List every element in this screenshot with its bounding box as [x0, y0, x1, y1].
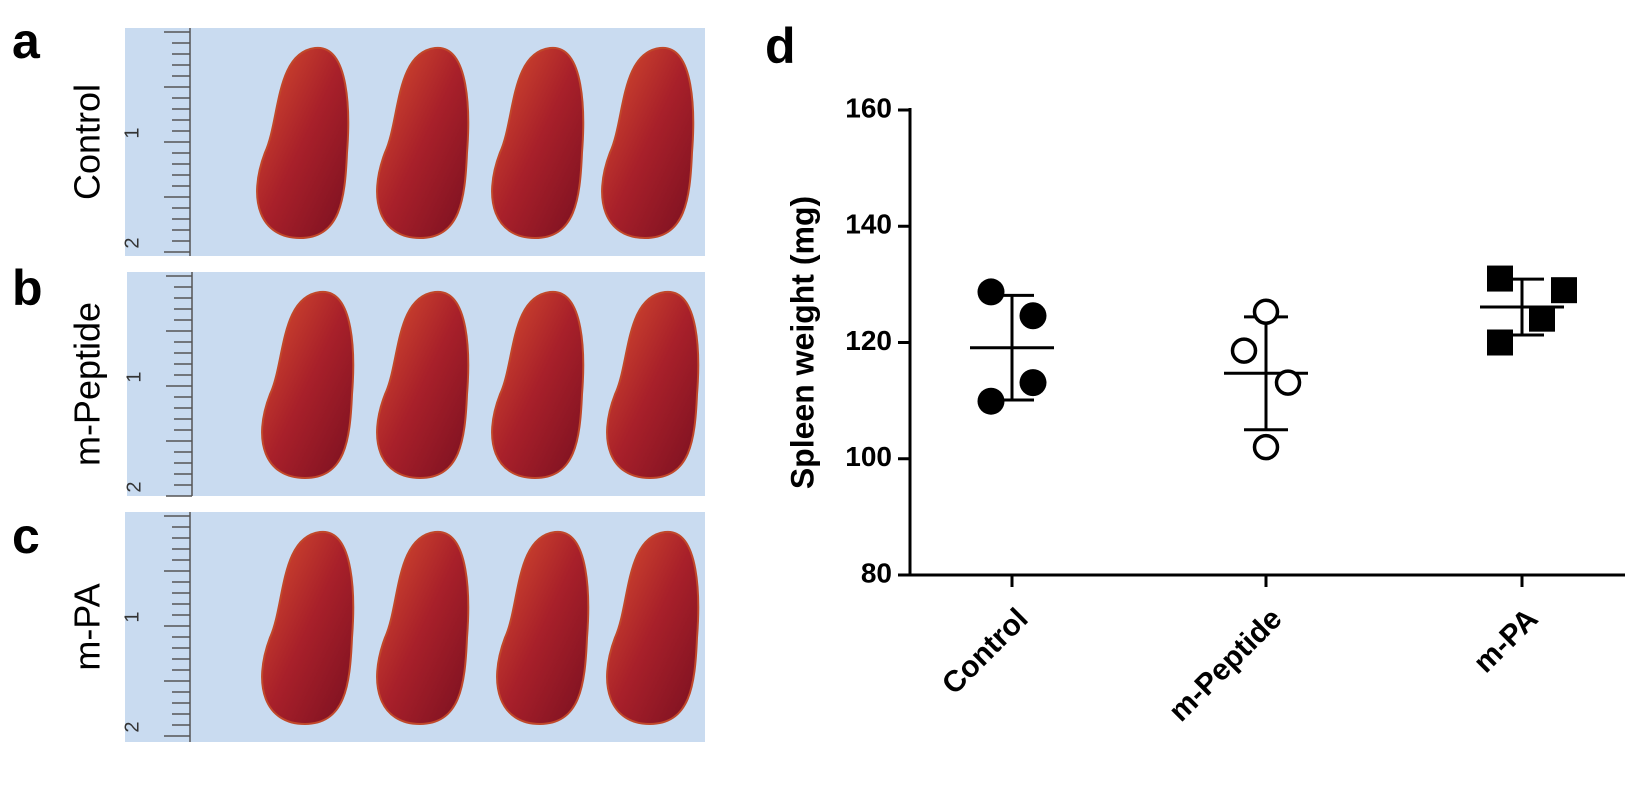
- x-tick-label: Control: [936, 602, 1035, 701]
- ruler-number: 2: [121, 237, 143, 248]
- ruler-number: 2: [123, 481, 145, 492]
- data-point: [1252, 433, 1280, 461]
- data-point: [1019, 369, 1047, 397]
- data-point: [1529, 305, 1555, 332]
- data-point: [1487, 265, 1513, 292]
- panel-letter: d: [765, 18, 796, 74]
- spleen: [606, 530, 700, 726]
- data-point: [1551, 277, 1577, 304]
- spleen: [376, 46, 470, 240]
- data-point: [1252, 298, 1280, 325]
- spleen: [496, 530, 590, 726]
- y-tick-label: 120: [845, 325, 892, 356]
- y-axis-label: Spleen weight (mg): [784, 196, 820, 489]
- ruler-number: 1: [123, 371, 145, 382]
- y-tick-label: 160: [845, 92, 892, 123]
- y-tick-label: 100: [845, 441, 892, 472]
- x-tick-label: m-PA: [1467, 602, 1544, 679]
- data-point: [1274, 369, 1302, 396]
- spleen: [261, 530, 355, 726]
- ruler-number: 1: [121, 127, 143, 138]
- y-tick-label: 80: [861, 557, 892, 588]
- data-point: [977, 387, 1005, 415]
- photo-panel: 1 2 a Control: [12, 13, 705, 256]
- data-point: [1487, 329, 1513, 356]
- spleen: [376, 530, 470, 726]
- x-tick-label: m-Peptide: [1163, 602, 1289, 728]
- ruler-number: 2: [121, 721, 143, 732]
- ruler-number: 1: [121, 611, 143, 622]
- spleen: [491, 290, 585, 480]
- spleen: [376, 290, 470, 480]
- data-point: [1230, 337, 1258, 364]
- photo-panel: 1 2 c m-PA: [12, 508, 705, 742]
- panel-letter: c: [12, 508, 40, 564]
- data-point: [1019, 302, 1047, 330]
- y-tick-label: 140: [845, 209, 892, 240]
- spleen: [491, 46, 585, 240]
- photo-panel: 1 2 b m-Peptide: [12, 260, 705, 497]
- group-label: m-PA: [67, 583, 108, 670]
- group-label: m-Peptide: [67, 302, 108, 466]
- data-point: [977, 278, 1005, 306]
- spleen: [256, 46, 350, 240]
- spleen: [261, 290, 355, 480]
- spleen: [606, 290, 700, 480]
- panel-letter: b: [12, 260, 43, 316]
- group-label: Control: [67, 84, 108, 200]
- panel-letter: a: [12, 13, 41, 69]
- spleen: [601, 46, 695, 240]
